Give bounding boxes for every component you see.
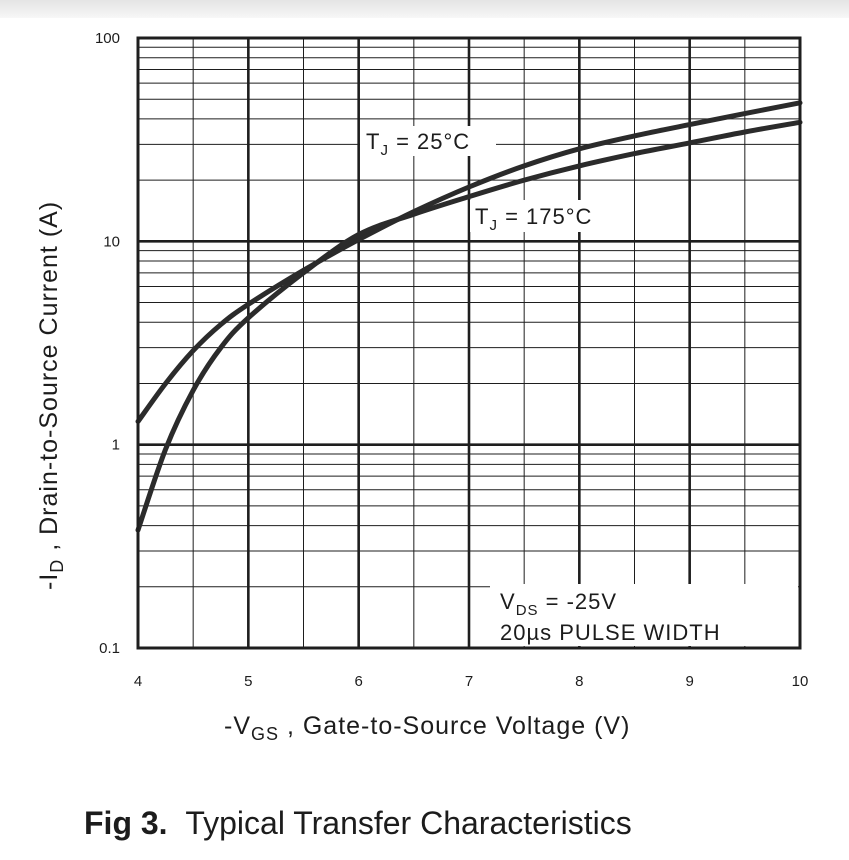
annotation-tj-175-sub: J (489, 217, 498, 234)
y-axis-label-sub: D (47, 559, 67, 573)
figure-caption-label: Fig 3. (84, 805, 168, 841)
annotation-vds-sub: DS (516, 602, 539, 619)
y-tick-label: 100 (95, 30, 120, 47)
curves-layer (135, 100, 803, 533)
x-axis-label: -VGS , Gate-to-Source Voltage (V) (224, 712, 630, 744)
annotation-tj-175-main: T (475, 204, 489, 229)
y-tick-label: 0.1 (99, 640, 120, 657)
svg-text:TJ = 175°C: TJ = 175°C (475, 204, 592, 234)
annotation-conditions: VDS = -25V 20µs PULSE WIDTH (490, 584, 798, 646)
tick-labels-layer: 4 5 6 7 8 9 10 0.1 1 10 100 (95, 30, 808, 690)
x-tick-label: 10 (792, 673, 809, 690)
x-axis-label-prefix: -V (224, 712, 251, 740)
x-tick-label: 9 (685, 673, 693, 690)
x-tick-label: 6 (354, 673, 362, 690)
svg-text:TJ = 25°C: TJ = 25°C (366, 129, 470, 159)
annotation-tj-175: TJ = 175°C (470, 200, 622, 234)
y-tick-label: 10 (103, 233, 120, 250)
y-axis-label: -ID , Drain-to-Source Current (A) (35, 201, 67, 590)
figure-caption-text: Typical Transfer Characteristics (185, 805, 632, 841)
figure-caption: Fig 3. Typical Transfer Characteristics (84, 805, 632, 842)
annotation-tj-25-main: T (366, 129, 380, 154)
annotation-vds-main: V (500, 589, 516, 614)
grid-layer (138, 38, 800, 648)
annotation-tj-25-sub: J (380, 142, 389, 159)
x-tick-label: 8 (575, 673, 583, 690)
x-tick-label: 5 (244, 673, 252, 690)
page-top-band (0, 0, 849, 18)
y-axis-label-text: , Drain-to-Source Current (A) (35, 201, 63, 559)
y-tick-label: 1 (112, 437, 120, 454)
annotation-tj-25-text: = 25°C (389, 129, 470, 154)
x-axis-label-sub: GS (251, 724, 279, 744)
x-axis-label-text: , Gate-to-Source Voltage (V) (279, 712, 630, 740)
series-line-tj-175 (135, 119, 803, 533)
annotation-vds-text: = -25V (539, 589, 618, 614)
x-tick-label: 4 (134, 673, 142, 690)
svg-text:VDS = -25V: VDS = -25V (500, 589, 617, 619)
y-axis-label-prefix: -I (35, 573, 63, 590)
plot-frame (136, 36, 802, 650)
annotation-tj-175-text: = 175°C (498, 204, 592, 229)
annotation-tj-25: TJ = 25°C (360, 126, 496, 159)
annotation-pulse-width: 20µs PULSE WIDTH (500, 620, 721, 645)
x-tick-label: 7 (465, 673, 473, 690)
